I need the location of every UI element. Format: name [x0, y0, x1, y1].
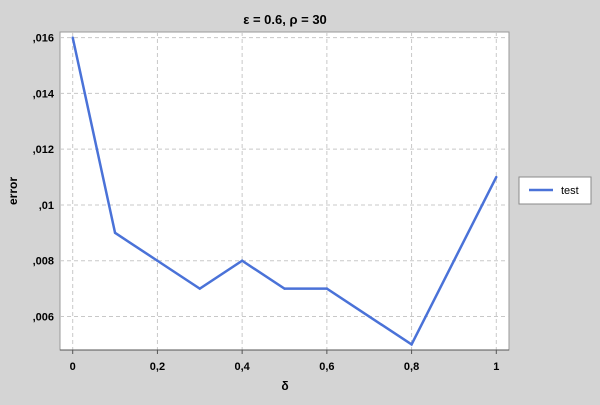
data-point: [283, 287, 286, 290]
ticks: 0 0,2 0,4 0,6 0,8 1 ,006 ,008 ,01 ,012 ,014 ,016: [33, 33, 500, 373]
data-point: [156, 259, 159, 262]
x-tick-label: 0: [70, 361, 76, 373]
grid: [60, 32, 509, 350]
data-point: [495, 175, 498, 179]
y-tick-label: ,006: [33, 312, 54, 324]
data-point: [410, 343, 413, 346]
x-tick-label: 1: [493, 361, 499, 373]
y-tick-label: ,016: [33, 33, 54, 45]
x-tick-label: 0,8: [404, 361, 419, 373]
x-axis-label: δ: [281, 379, 288, 393]
y-axis-label: error: [6, 177, 20, 205]
data-point: [71, 36, 74, 39]
data-point: [113, 231, 117, 235]
chart-title: ε = 0.6, ρ = 30: [243, 12, 327, 27]
y-tick-label: ,012: [33, 144, 54, 156]
y-tick-label: ,008: [33, 256, 54, 268]
y-tick-label: ,014: [33, 88, 55, 100]
legend: test: [518, 176, 592, 205]
x-tick-label: 0,4: [234, 361, 250, 373]
data-point: [240, 259, 244, 262]
y-tick-label: ,01: [39, 200, 54, 212]
x-tick-label: 0,6: [319, 361, 334, 373]
data-point: [325, 287, 329, 290]
data-point: [368, 315, 371, 318]
data-point: [198, 287, 201, 290]
legend-label: test: [561, 185, 579, 197]
series: [71, 36, 498, 347]
series-line-test: [71, 37, 498, 347]
plot-area: [59, 31, 510, 351]
x-tick-label: 0,2: [150, 361, 165, 373]
